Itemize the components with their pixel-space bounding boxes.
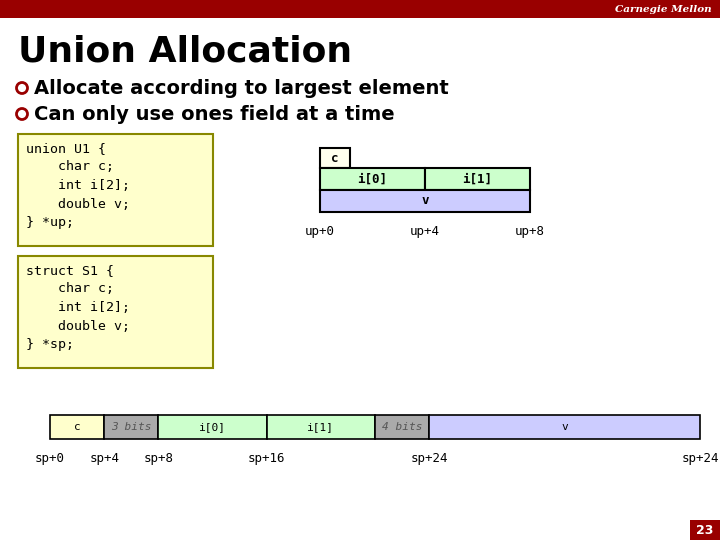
Text: i[1]: i[1] xyxy=(462,172,492,186)
FancyBboxPatch shape xyxy=(104,415,158,439)
Text: v: v xyxy=(421,194,428,207)
Text: sp+16: sp+16 xyxy=(248,452,285,465)
Text: i[0]: i[0] xyxy=(358,172,387,186)
Text: sp+4: sp+4 xyxy=(89,452,120,465)
Text: 3 bits: 3 bits xyxy=(111,422,151,432)
Text: sp+24: sp+24 xyxy=(410,452,448,465)
FancyBboxPatch shape xyxy=(18,256,213,368)
Text: Union Allocation: Union Allocation xyxy=(18,35,352,69)
FancyBboxPatch shape xyxy=(18,134,213,246)
Text: sp+24: sp+24 xyxy=(681,452,719,465)
Text: up+0: up+0 xyxy=(305,225,335,238)
FancyBboxPatch shape xyxy=(425,168,530,190)
Text: struct S1 {
    char c;
    int i[2];
    double v;
} *sp;: struct S1 { char c; int i[2]; double v; … xyxy=(26,264,130,351)
Text: c: c xyxy=(73,422,81,432)
Text: sp+8: sp+8 xyxy=(143,452,174,465)
Text: up+4: up+4 xyxy=(410,225,440,238)
Text: union U1 {
    char c;
    int i[2];
    double v;
} *up;: union U1 { char c; int i[2]; double v; }… xyxy=(26,142,130,229)
FancyBboxPatch shape xyxy=(158,415,266,439)
FancyBboxPatch shape xyxy=(690,520,720,540)
Text: up+8: up+8 xyxy=(515,225,545,238)
Text: Allocate according to largest element: Allocate according to largest element xyxy=(34,78,449,98)
FancyBboxPatch shape xyxy=(320,190,530,212)
FancyBboxPatch shape xyxy=(375,415,429,439)
Text: Carnegie Mellon: Carnegie Mellon xyxy=(616,4,712,14)
FancyBboxPatch shape xyxy=(429,415,700,439)
Text: i[0]: i[0] xyxy=(199,422,226,432)
Text: Can only use ones field at a time: Can only use ones field at a time xyxy=(34,105,395,124)
Text: c: c xyxy=(331,152,338,165)
Text: i[1]: i[1] xyxy=(307,422,334,432)
Text: sp+0: sp+0 xyxy=(35,452,65,465)
FancyBboxPatch shape xyxy=(320,168,425,190)
FancyBboxPatch shape xyxy=(320,148,350,168)
Text: v: v xyxy=(561,422,568,432)
Text: 4 bits: 4 bits xyxy=(382,422,423,432)
FancyBboxPatch shape xyxy=(50,415,104,439)
FancyBboxPatch shape xyxy=(266,415,375,439)
Text: 23: 23 xyxy=(696,523,714,537)
Bar xyxy=(0,0,720,18)
